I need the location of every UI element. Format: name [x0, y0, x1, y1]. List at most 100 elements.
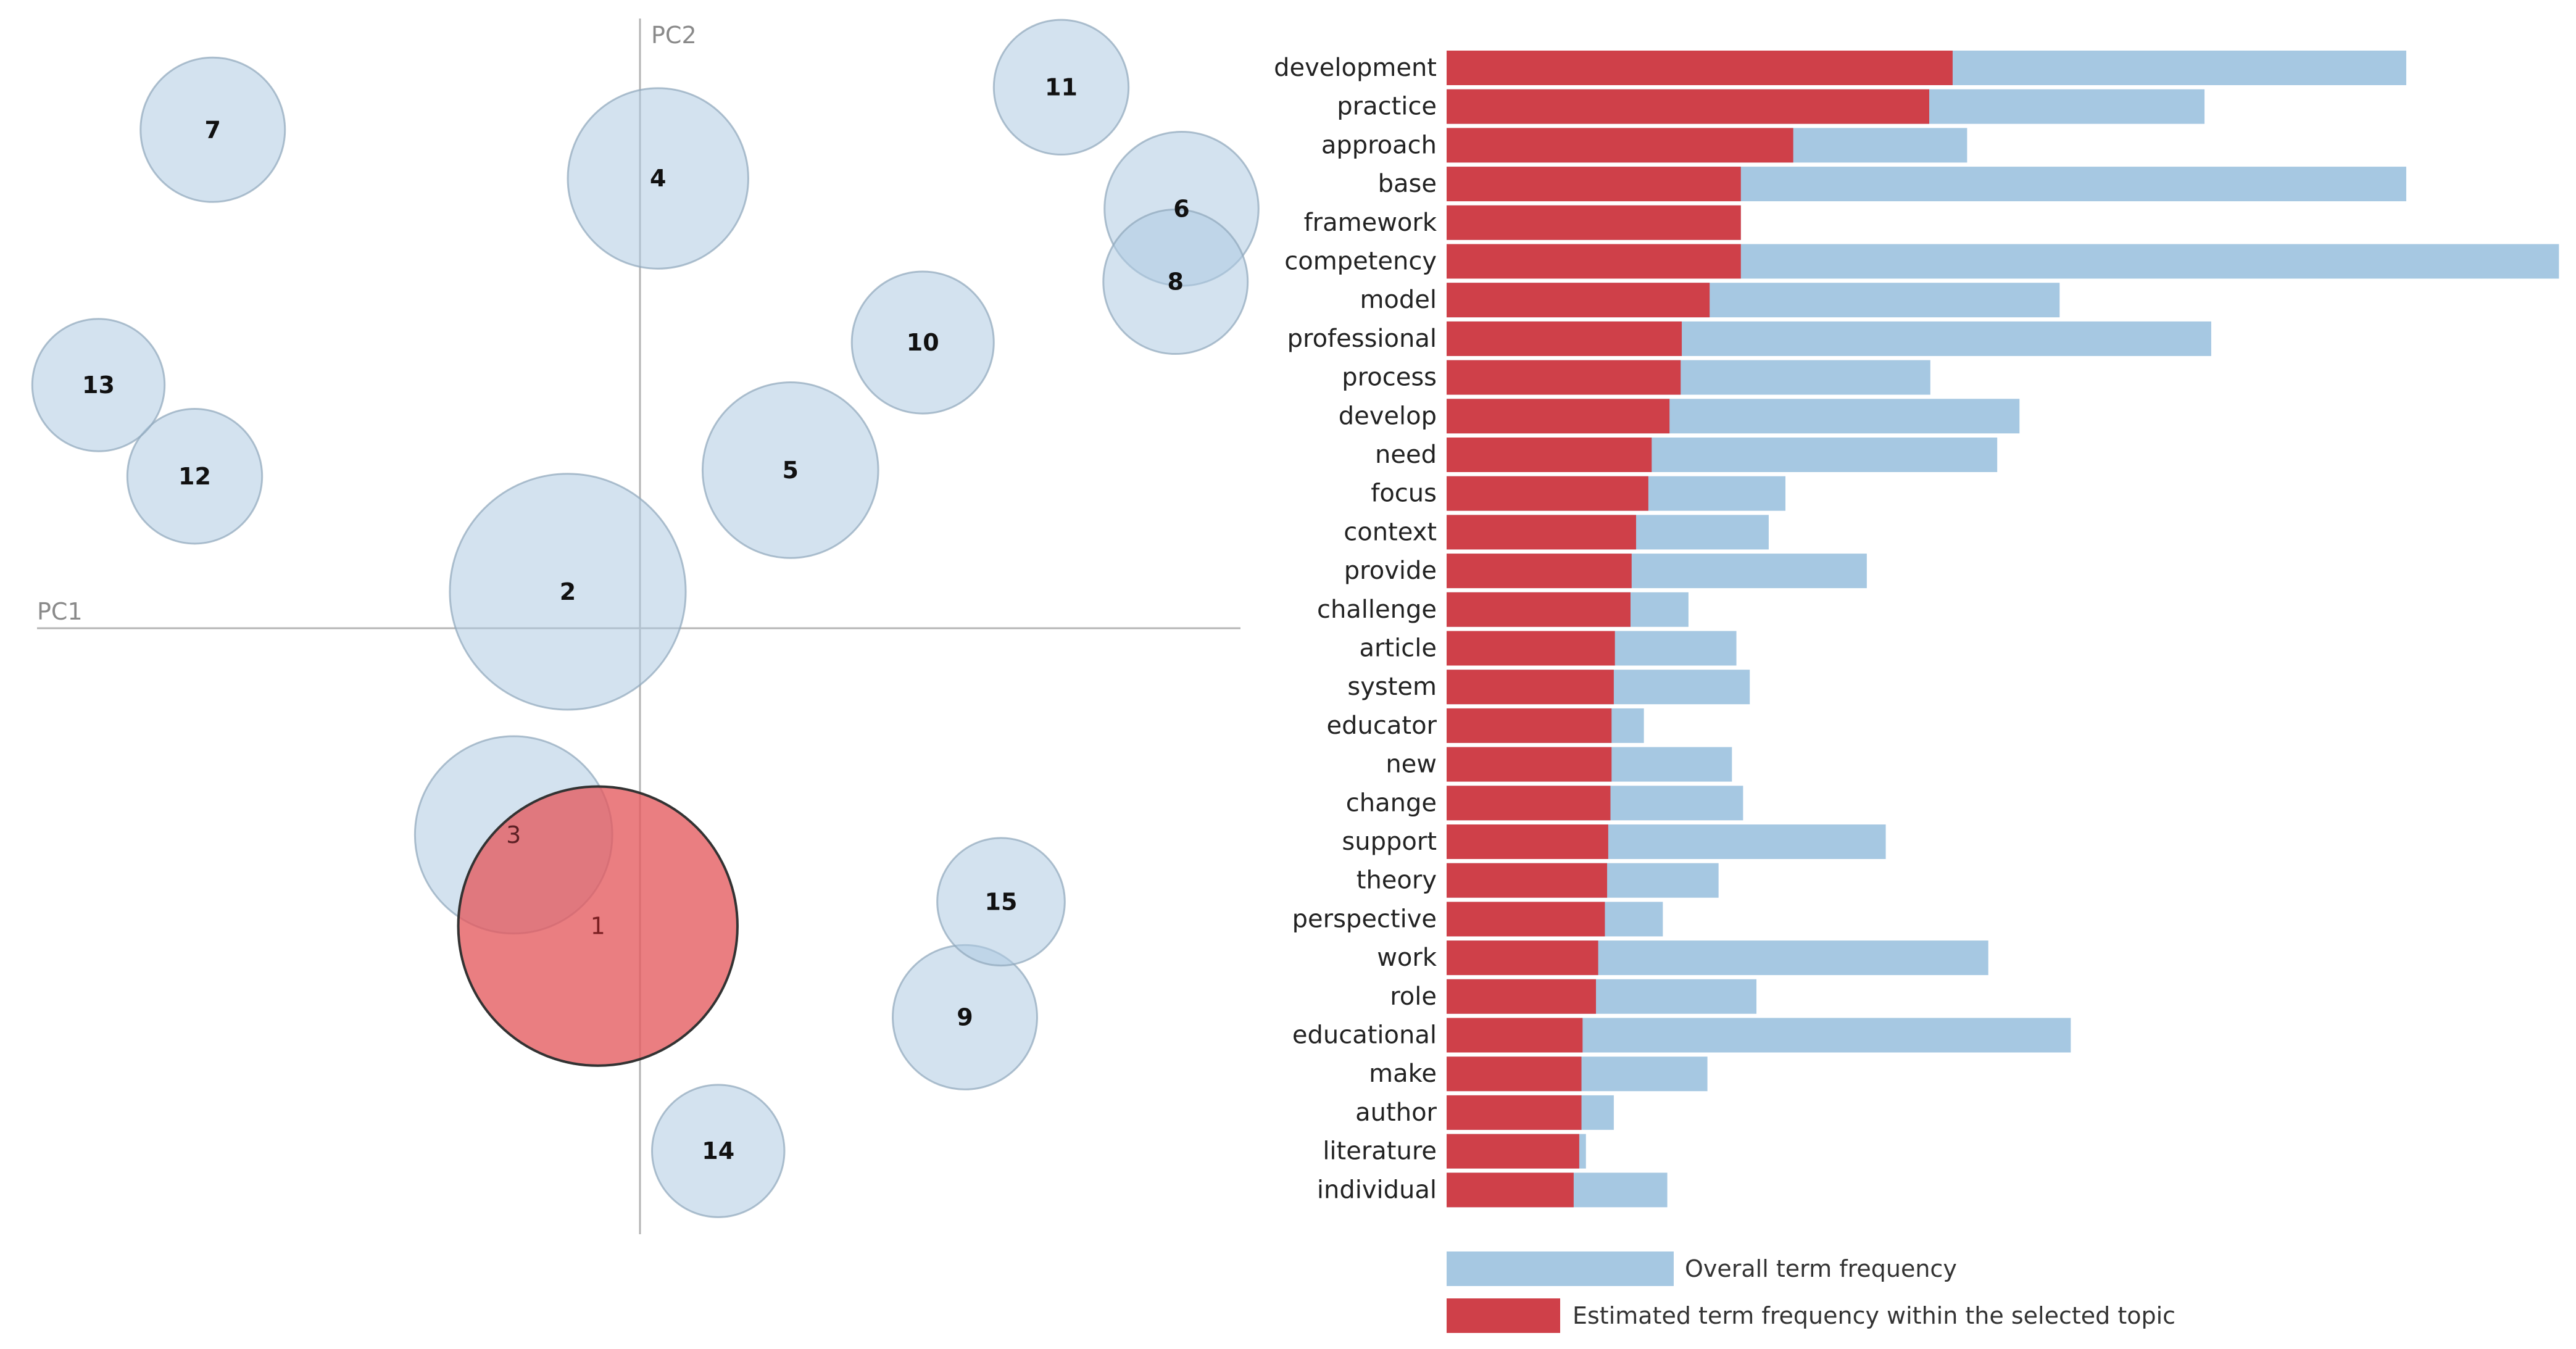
- bar-topic-educator: [1447, 708, 1612, 743]
- topic-label-13: 13: [82, 371, 115, 399]
- topic-circle-12[interactable]: [126, 408, 264, 545]
- term-label-context[interactable]: context: [1344, 518, 1437, 546]
- topic-label-7: 7: [205, 116, 221, 143]
- term-label-competency[interactable]: competency: [1284, 247, 1437, 276]
- topic-label-15: 15: [985, 888, 1018, 915]
- bar-topic-develop: [1447, 399, 1670, 434]
- term-label-approach[interactable]: approach: [1321, 131, 1437, 159]
- term-label-provide[interactable]: provide: [1344, 557, 1437, 585]
- bar-topic-approach: [1447, 128, 1793, 163]
- topic-label-10: 10: [907, 329, 939, 356]
- topic-circle-14[interactable]: [651, 1084, 786, 1218]
- bar-topic-theory: [1447, 863, 1608, 898]
- legend: Overall term frequency Estimated term fr…: [1447, 1251, 2175, 1333]
- bar-topic-base: [1447, 167, 1741, 202]
- term-label-framework[interactable]: framework: [1304, 209, 1437, 237]
- bar-topic-challenge: [1447, 592, 1631, 627]
- bar-topic-model: [1447, 283, 1710, 318]
- bar-topic-competency: [1447, 244, 1741, 279]
- bar-topic-development: [1447, 51, 1953, 85]
- term-label-article[interactable]: article: [1360, 634, 1437, 663]
- topic-label-8: 8: [1168, 268, 1184, 296]
- topic-frequency-bars: [1447, 51, 1953, 1208]
- bar-topic-role: [1447, 979, 1597, 1014]
- topic-circle-1[interactable]: [457, 785, 739, 1067]
- bar-topic-provide: [1447, 554, 1632, 589]
- topic-circle-8[interactable]: [1102, 209, 1249, 355]
- topic-circle-5[interactable]: [701, 381, 879, 559]
- bar-topic-educational: [1447, 1018, 1583, 1053]
- topic-label-4: 4: [650, 165, 666, 192]
- term-label-focus[interactable]: focus: [1371, 479, 1437, 508]
- term-label-practice[interactable]: practice: [1337, 93, 1437, 121]
- bar-topic-perspective: [1447, 902, 1605, 937]
- bar-topic-support: [1447, 824, 1608, 859]
- bar-topic-need: [1447, 438, 1652, 472]
- bar-topic-process: [1447, 360, 1681, 395]
- bar-topic-literature: [1447, 1134, 1579, 1169]
- bar-topic-new: [1447, 747, 1612, 782]
- top-terms-bar-chart: development practice approach base framework…: [1274, 51, 2559, 1208]
- topic-circle-4[interactable]: [567, 87, 749, 270]
- pc2-axis-label: PC2: [651, 22, 697, 49]
- bar-topic-professional: [1447, 321, 1682, 356]
- topic-circle-7[interactable]: [139, 56, 286, 203]
- topic-label-12: 12: [178, 463, 211, 490]
- bar-topic-make: [1447, 1056, 1582, 1092]
- legend-label-topic: Estimated term frequency within the sele…: [1573, 1302, 2175, 1329]
- term-label-need[interactable]: need: [1375, 441, 1437, 469]
- legend-swatch-topic: [1447, 1298, 1560, 1333]
- legend-label-overall: Overall term frequency: [1685, 1255, 1957, 1282]
- term-label-development[interactable]: development: [1274, 54, 1437, 82]
- bar-topic-framework: [1447, 205, 1741, 240]
- bar-topic-author: [1447, 1095, 1582, 1130]
- term-label-make[interactable]: make: [1369, 1060, 1437, 1088]
- term-label-change[interactable]: change: [1346, 789, 1437, 817]
- topic-circle-15[interactable]: [936, 837, 1066, 967]
- term-label-develop[interactable]: develop: [1339, 402, 1437, 430]
- pc1-axis-label: PC1: [37, 598, 83, 625]
- term-label-author[interactable]: author: [1355, 1098, 1437, 1127]
- topic-label-1: 1: [591, 913, 605, 940]
- term-label-challenge[interactable]: challenge: [1317, 596, 1437, 624]
- bar-topic-focus: [1447, 476, 1648, 511]
- term-label-model[interactable]: model: [1360, 286, 1437, 314]
- term-label-individual[interactable]: individual: [1317, 1176, 1437, 1204]
- topic-label-14: 14: [702, 1137, 734, 1164]
- topic-label-6: 6: [1173, 195, 1189, 222]
- bar-topic-system: [1447, 670, 1614, 705]
- topic-circle-10[interactable]: [850, 270, 995, 415]
- bar-topic-work: [1447, 940, 1598, 976]
- term-labels: development practice approach base framework…: [1274, 54, 1437, 1204]
- topic-label-11: 11: [1045, 73, 1078, 101]
- term-label-support[interactable]: support: [1342, 828, 1437, 856]
- term-label-system[interactable]: system: [1347, 673, 1437, 701]
- term-label-professional[interactable]: professional: [1287, 325, 1437, 353]
- topic-circle-2[interactable]: [449, 473, 687, 711]
- term-label-base[interactable]: base: [1378, 170, 1437, 198]
- topic-label-3: 3: [506, 821, 521, 849]
- term-label-educational[interactable]: educational: [1292, 1021, 1437, 1050]
- topic-label-2: 2: [560, 578, 576, 605]
- term-label-role[interactable]: role: [1390, 982, 1437, 1011]
- term-label-theory[interactable]: theory: [1357, 866, 1437, 895]
- term-label-process[interactable]: process: [1342, 363, 1437, 392]
- bar-topic-article: [1447, 631, 1615, 666]
- bar-topic-change: [1447, 786, 1611, 821]
- bar-topic-practice: [1447, 89, 1929, 124]
- term-label-work[interactable]: work: [1377, 944, 1437, 972]
- topic-label-5: 5: [783, 457, 799, 484]
- legend-swatch-overall: [1447, 1251, 1674, 1286]
- term-label-perspective[interactable]: perspective: [1292, 905, 1437, 933]
- term-label-literature[interactable]: literature: [1323, 1137, 1437, 1166]
- topic-label-9: 9: [957, 1003, 973, 1031]
- term-label-educator[interactable]: educator: [1327, 712, 1437, 740]
- term-label-new[interactable]: new: [1386, 750, 1437, 779]
- topic-circle-13[interactable]: [31, 318, 166, 452]
- topic-circle-11[interactable]: [992, 19, 1130, 156]
- bar-topic-individual: [1447, 1173, 1574, 1208]
- bar-topic-context: [1447, 515, 1637, 550]
